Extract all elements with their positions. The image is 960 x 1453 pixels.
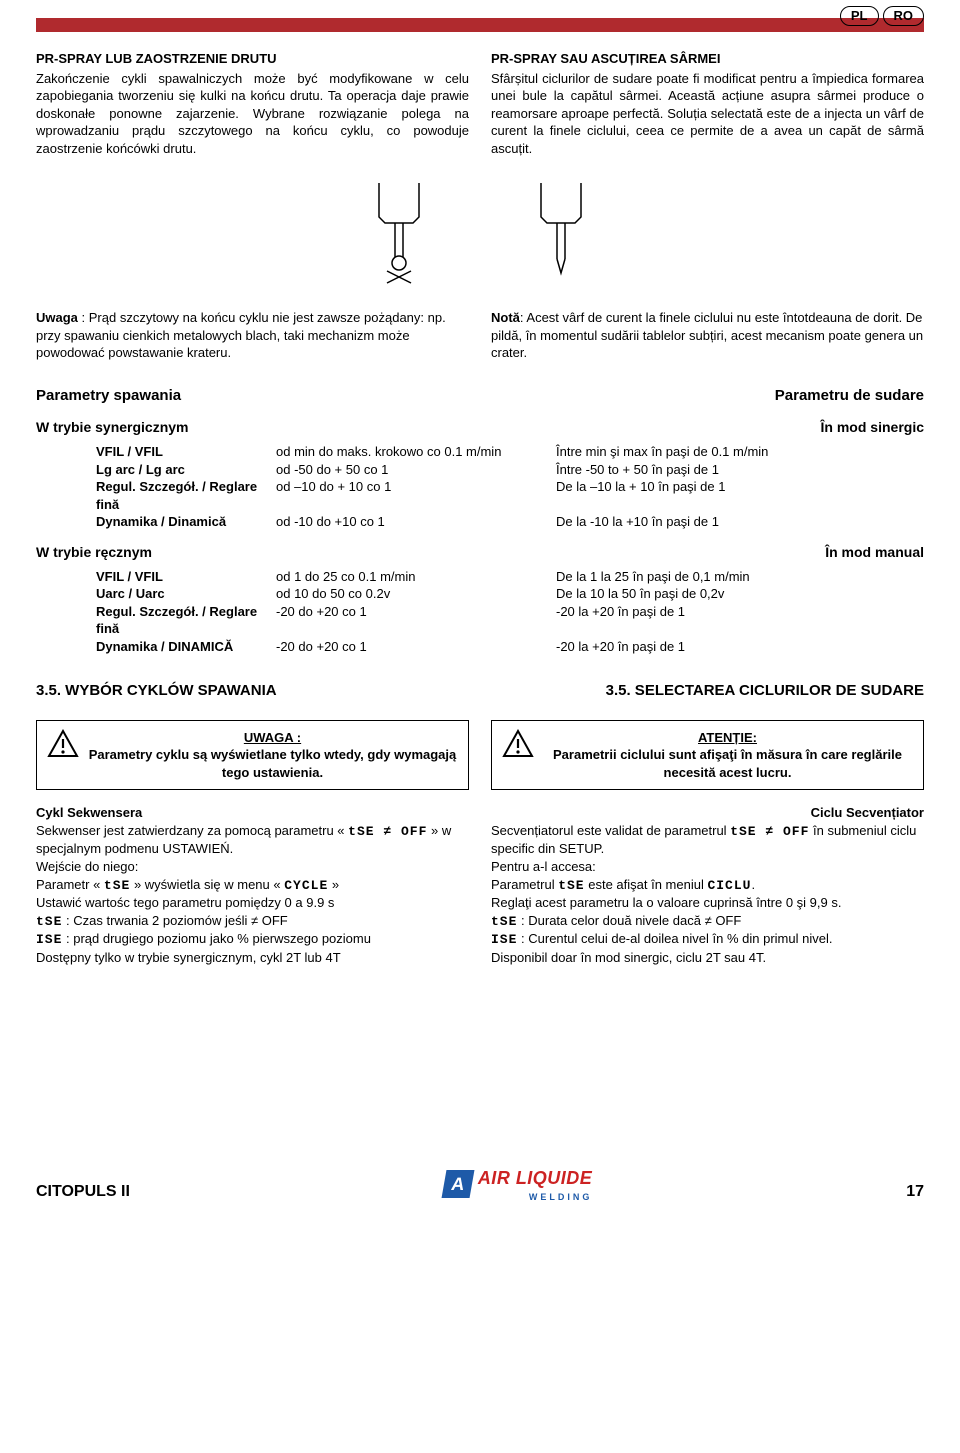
cell: od 1 do 25 co 0.1 m/min — [276, 568, 556, 586]
cell: od -50 do + 50 co 1 — [276, 461, 556, 479]
header-stripe — [36, 18, 924, 32]
cell: Între -50 to + 50 în paşi de 1 — [556, 461, 924, 479]
cell: Uarc / Uarc — [36, 585, 276, 603]
seq-right-l2: Pentru a-l accesa: — [491, 858, 924, 876]
page-number: 17 — [906, 1181, 924, 1203]
seq-left-l5: tSE : Czas trwania 2 poziomów jeśli ≠ OF… — [36, 912, 469, 931]
seq-left-l4: Ustawić wartośc tego parametru pomiędzy … — [36, 894, 469, 912]
section-titles: Parametry spawania Parametru de sudare — [36, 386, 924, 406]
select-right: 3.5. SELECTAREA CICLURILOR DE SUDARE — [606, 681, 924, 701]
warning-box-left: UWAGA : Parametry cyklu są wyświetlane t… — [36, 720, 469, 791]
cell: -20 la +20 în paşi de 1 — [556, 603, 924, 638]
section-title-right: Parametru de sudare — [775, 386, 924, 406]
seq-right-l3: Parametrul tSE este afişat în meniul CIC… — [491, 876, 924, 895]
brand-name: AIR LIQUIDE — [478, 1166, 593, 1190]
syn-table: VFIL / VFILod min do maks. krokowo co 0.… — [36, 443, 924, 531]
wire-diagrams — [36, 179, 924, 289]
cell: od 10 do 50 co 0.2v — [276, 585, 556, 603]
cell: Regul. Szczegół. / Reglare fină — [36, 603, 276, 638]
right-title: PR-SPRAY SAU ASCUȚIREA SÂRMEI — [491, 50, 924, 68]
warning-row: UWAGA : Parametry cyklu są wyświetlane t… — [36, 720, 924, 791]
cell: De la 1 la 25 în paşi de 0,1 m/min — [556, 568, 924, 586]
cell: De la 10 la 50 în paşi de 0,2v — [556, 585, 924, 603]
warn-right-body: Parametrii ciclului sunt afişaţi în măsu… — [542, 746, 913, 781]
cell: Dynamika / DINAMICĂ — [36, 638, 276, 656]
warn-left-body: Parametry cyklu są wyświetlane tylko wte… — [87, 746, 458, 781]
man-table: VFIL / VFILod 1 do 25 co 0.1 m/minDe la … — [36, 568, 924, 656]
cell: Lg arc / Lg arc — [36, 461, 276, 479]
cell: Regul. Szczegół. / Reglare fină — [36, 478, 276, 513]
seq-left-l1: Sekwenser jest zatwierdzany za pomocą pa… — [36, 822, 469, 858]
cell: -20 do +20 co 1 — [276, 603, 556, 638]
cell: De la -10 la +10 în paşi de 1 — [556, 513, 924, 531]
cell: Dynamika / Dinamică — [36, 513, 276, 531]
seq-left-col: Cykl Sekwensera Sekwenser jest zatwierdz… — [36, 804, 469, 966]
mode-synergic-row: W trybie synergicznym În mod sinergic — [36, 418, 924, 437]
wire-blunt-icon — [363, 179, 435, 289]
warn-right-title: ATENȚIE: — [542, 729, 913, 747]
note-row: Uwaga : Prąd szczytowy na końcu cyklu ni… — [36, 309, 924, 362]
warning-icon — [502, 729, 534, 759]
intro-columns: PR-SPRAY LUB ZAOSTRZENIE DRUTU Zakończen… — [36, 50, 924, 157]
mode-man-left: W trybie ręcznym — [36, 543, 152, 562]
brand-sub: WELDING — [478, 1191, 593, 1203]
wire-sharp-icon — [525, 179, 597, 289]
lang-tab-ro: RO — [883, 6, 925, 26]
seq-right-l1: Secvențiatorul este validat de parametru… — [491, 822, 924, 858]
brand-logo-icon: A — [441, 1170, 474, 1198]
warning-icon — [47, 729, 79, 759]
seq-right-col: Ciclu Secvențiator Secvențiatorul este v… — [491, 804, 924, 966]
cell: Între min şi max în paşi de 0.1 m/min — [556, 443, 924, 461]
left-title: PR-SPRAY LUB ZAOSTRZENIE DRUTU — [36, 50, 469, 68]
seq-right-l5: tSE : Durata celor două nivele dacă ≠ OF… — [491, 912, 924, 931]
seq-left-l3: Parametr « tSE » wyświetla się w menu « … — [36, 876, 469, 895]
right-body: Sfârșitul ciclurilor de sudare poate fi … — [491, 70, 924, 158]
seq-left-l6: ISE : prąd drugiego poziomu jako % pierw… — [36, 930, 469, 949]
lang-tab-pl: PL — [840, 6, 879, 26]
mode-manual-row: W trybie ręcznym În mod manual — [36, 543, 924, 562]
section-title-left: Parametry spawania — [36, 386, 181, 406]
warn-left-title: UWAGA : — [87, 729, 458, 747]
seq-left-l2: Wejście do niego: — [36, 858, 469, 876]
select-left: 3.5. WYBÓR CYKLÓW SPAWANIA — [36, 681, 277, 701]
select-cycles-row: 3.5. WYBÓR CYKLÓW SPAWANIA 3.5. SELECTAR… — [36, 681, 924, 701]
cell: De la –10 la + 10 în paşi de 1 — [556, 478, 924, 513]
note-left: Uwaga : Prąd szczytowy na końcu cyklu ni… — [36, 309, 469, 362]
left-body: Zakończenie cykli spawalniczych może być… — [36, 70, 469, 158]
warning-box-right: ATENȚIE: Parametrii ciclului sunt afişaţ… — [491, 720, 924, 791]
mode-man-right: În mod manual — [825, 543, 924, 562]
cell: -20 la +20 în paşi de 1 — [556, 638, 924, 656]
cell: od min do maks. krokowo co 0.1 m/min — [276, 443, 556, 461]
seq-right-l6: ISE : Curentul celui de-al doilea nivel … — [491, 930, 924, 949]
mode-syn-right: În mod sinergic — [821, 418, 924, 437]
page-footer: CITOPULS II A AIR LIQUIDE WELDING 17 — [36, 1166, 924, 1202]
cell: VFIL / VFIL — [36, 568, 276, 586]
seq-right-l4: Reglaţi acest parametru la o valoare cup… — [491, 894, 924, 912]
cell: od -10 do +10 co 1 — [276, 513, 556, 531]
note-right: Notă: Acest vârf de curent la finele cic… — [491, 309, 924, 362]
lang-tabs: PL RO — [840, 6, 924, 26]
seq-left-l7: Dostępny tylko w trybie synergicznym, cy… — [36, 949, 469, 967]
seq-left-head: Cykl Sekwensera — [36, 804, 469, 822]
footer-brand: A AIR LIQUIDE WELDING — [444, 1166, 593, 1202]
seq-right-head: Ciclu Secvențiator — [491, 804, 924, 822]
mode-syn-left: W trybie synergicznym — [36, 418, 189, 437]
seq-right-l7: Disponibil doar în mod sinergic, ciclu 2… — [491, 949, 924, 967]
footer-product: CITOPULS II — [36, 1181, 130, 1203]
cell: od –10 do + 10 co 1 — [276, 478, 556, 513]
sequencer-columns: Cykl Sekwensera Sekwenser jest zatwierdz… — [36, 804, 924, 966]
cell: -20 do +20 co 1 — [276, 638, 556, 656]
cell: VFIL / VFIL — [36, 443, 276, 461]
